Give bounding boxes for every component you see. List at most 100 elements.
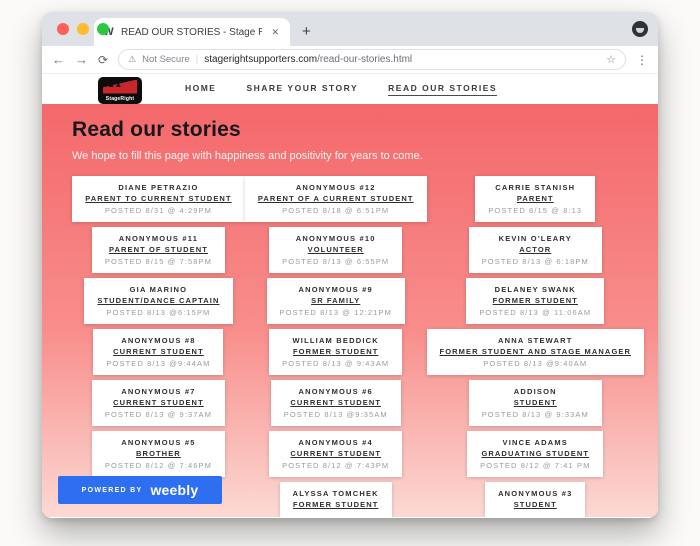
story-card[interactable]: ANONYMOUS #7 CURRENT STUDENT POSTED 8/13… (91, 380, 226, 426)
browser-window: W READ OUR STORIES - Stage R ✕ + ← → ⟳ ⚠… (42, 12, 658, 518)
story-cell: ANONYMOUS #10 VOLUNTEER POSTED 8/13 @ 6:… (245, 227, 427, 278)
nav-item-read-our-stories[interactable]: READ OUR STORIES (388, 83, 498, 96)
weebly-favicon-icon: W (103, 25, 114, 38)
story-role: CURRENT STUDENT (290, 449, 382, 459)
story-posted: POSTED 8/31 @ 4:29PM (104, 205, 212, 215)
story-posted: POSTED 8/13 @ 9:37AM (104, 409, 213, 419)
site-nav: HOME SHARE YOUR STORY READ OUR STORIES (185, 83, 615, 96)
stageright-logo[interactable]: ♟♟ StageRight (98, 76, 142, 104)
story-cell: ANONYMOUS #9 SR FAMILY POSTED 8/13 @ 12:… (245, 278, 427, 329)
story-posted: POSTED 8/18 @ 6:51PM (282, 205, 390, 215)
minimize-window-button[interactable] (77, 23, 89, 35)
story-name: ADDISON (513, 387, 557, 396)
story-name: ANONYMOUS #9 (298, 285, 373, 294)
story-role: GRADUATING STUDENT (481, 449, 590, 459)
story-posted: POSTED 8/13 @ 6:18PM (481, 256, 589, 266)
story-card[interactable]: CARRIE STANISH PARENT POSTED 8/15 @ 8:13 (475, 176, 596, 222)
story-card[interactable]: ANONYMOUS #3 STUDENT (485, 482, 586, 517)
story-posted: POSTED 8/13 @9:40AM (483, 358, 588, 368)
powered-by-weebly-badge[interactable]: POWERED BY weebly (58, 476, 222, 504)
story-cell: VINCE ADAMS GRADUATING STUDENT POSTED 8/… (427, 431, 644, 482)
traffic-lights (57, 23, 109, 35)
story-cell: ANONYMOUS #11 PARENT OF STUDENT POSTED 8… (72, 227, 245, 278)
story-name: ANONYMOUS #3 (498, 489, 573, 498)
browser-menu-icon[interactable]: ⋮ (636, 52, 648, 67)
nav-item-share-your-story[interactable]: SHARE YOUR STORY (246, 82, 359, 93)
profile-avatar[interactable] (632, 21, 648, 37)
story-card[interactable]: ANONYMOUS #6 CURRENT STUDENT POSTED 8/13… (270, 380, 401, 426)
story-role: FORMER STUDENT (293, 500, 379, 510)
story-card[interactable]: ANONYMOUS #4 CURRENT STUDENT POSTED 8/12… (269, 431, 403, 477)
story-name: ANONYMOUS #6 (298, 387, 373, 396)
page-content: ♟♟ StageRight HOME SHARE YOUR STORY READ… (42, 74, 658, 517)
story-card[interactable]: ANONYMOUS #5 BROTHER POSTED 8/12 @ 7:46P… (91, 431, 226, 477)
bookmark-star-icon[interactable]: ☆ (606, 54, 616, 66)
story-cell: ADDISON STUDENT POSTED 8/13 @ 9:33AM (427, 380, 644, 431)
story-card[interactable]: KEVIN O'LEARY ACTOR POSTED 8/13 @ 6:18PM (468, 227, 602, 273)
url-text: stagerightsupporters.com/read-our-storie… (204, 54, 412, 65)
story-card[interactable]: GIA MARINO STUDENT/DANCE CAPTAIN POSTED … (84, 278, 233, 324)
story-posted: POSTED 8/13 @ 11:06AM (479, 307, 592, 317)
url-path: /read-our-stories.html (317, 54, 413, 65)
close-window-button[interactable] (57, 23, 69, 35)
story-posted: POSTED 8/13 @ 9:33AM (481, 409, 589, 419)
story-card[interactable]: VINCE ADAMS GRADUATING STUDENT POSTED 8/… (467, 431, 604, 477)
story-posted: POSTED 8/13 @ 9:43AM (282, 358, 390, 368)
tab-close-icon[interactable]: ✕ (271, 26, 279, 37)
story-card[interactable]: DIANE PETRAZIO PARENT TO CURRENT STUDENT… (72, 176, 245, 222)
weebly-logo: weebly (150, 482, 199, 498)
address-bar[interactable]: ⚠ Not Secure | stagerightsupporters.com/… (118, 49, 626, 70)
new-tab-button[interactable]: + (302, 23, 311, 40)
forward-icon[interactable]: → (75, 52, 88, 67)
story-role: CURRENT STUDENT (290, 398, 382, 408)
story-cell: ALYSSA TOMCHEK FORMER STUDENT (245, 482, 427, 517)
story-card[interactable]: ANONYMOUS #12 PARENT OF A CURRENT STUDEN… (244, 176, 427, 222)
story-name: ALYSSA TOMCHEK (292, 489, 379, 498)
not-secure-warning-icon[interactable]: ⚠ (128, 54, 137, 64)
reload-icon[interactable]: ⟳ (98, 52, 109, 67)
stories-section: Read our stories We hope to fill this pa… (42, 104, 658, 517)
story-posted: POSTED 8/12 @ 7:41 PM (480, 460, 591, 470)
story-cell: ANONYMOUS #7 CURRENT STUDENT POSTED 8/13… (72, 380, 245, 431)
story-card[interactable]: ALYSSA TOMCHEK FORMER STUDENT (279, 482, 392, 517)
nav-item-home[interactable]: HOME (184, 82, 217, 93)
story-name: KEVIN O'LEARY (498, 234, 572, 243)
story-posted: POSTED 8/13 @ 12:21PM (279, 307, 392, 317)
story-name: ANONYMOUS #12 (295, 183, 376, 192)
story-card[interactable]: ANONYMOUS #10 VOLUNTEER POSTED 8/13 @ 6:… (269, 227, 403, 273)
story-role: FORMER STUDENT AND STAGE MANAGER (439, 347, 631, 357)
story-posted: POSTED 8/12 @ 7:46PM (104, 460, 213, 470)
back-icon[interactable]: ← (52, 52, 65, 67)
story-role: BROTHER (136, 449, 181, 459)
site-header: ♟♟ StageRight HOME SHARE YOUR STORY READ… (42, 74, 658, 104)
story-name: ANONYMOUS #10 (295, 234, 376, 243)
story-role: STUDENT/DANCE CAPTAIN (97, 296, 220, 306)
story-card[interactable]: ANONYMOUS #9 SR FAMILY POSTED 8/13 @ 12:… (266, 278, 405, 324)
powered-by-label: POWERED BY (81, 486, 143, 494)
story-card[interactable]: ANONYMOUS #11 PARENT OF STUDENT POSTED 8… (91, 227, 226, 273)
story-card[interactable]: WILLIAM BEDDICK FORMER STUDENT POSTED 8/… (269, 329, 403, 375)
logo-wordmark: StageRight (105, 95, 135, 102)
story-posted: POSTED 8/13 @6:15PM (106, 307, 211, 317)
page-subtitle: We hope to fill this page with happiness… (72, 150, 423, 162)
story-role: VOLUNTEER (307, 245, 364, 255)
story-cell: KEVIN O'LEARY ACTOR POSTED 8/13 @ 6:18PM (427, 227, 644, 278)
story-name: DELANEY SWANK (494, 285, 576, 294)
url-separator: | (195, 54, 199, 65)
story-role: PARENT TO CURRENT STUDENT (85, 194, 232, 204)
story-name: DIANE PETRAZIO (118, 183, 199, 192)
story-role: FORMER STUDENT (492, 296, 578, 306)
zoom-window-button[interactable] (97, 23, 109, 35)
story-role: ACTOR (519, 245, 552, 255)
story-cell: ANONYMOUS #6 CURRENT STUDENT POSTED 8/13… (245, 380, 427, 431)
story-card[interactable]: ANONYMOUS #8 CURRENT STUDENT POSTED 8/13… (93, 329, 224, 375)
story-card[interactable]: DELANEY SWANK FORMER STUDENT POSTED 8/13… (466, 278, 605, 324)
url-host: stagerightsupporters.com (204, 54, 318, 65)
story-posted: POSTED 8/13 @9:44AM (106, 358, 211, 368)
story-role: CURRENT STUDENT (113, 347, 204, 357)
story-role: FORMER STUDENT (293, 347, 379, 357)
stories-grid: DIANE PETRAZIO PARENT TO CURRENT STUDENT… (72, 176, 644, 517)
story-card[interactable]: ADDISON STUDENT POSTED 8/13 @ 9:33AM (468, 380, 602, 426)
browser-tab[interactable]: W READ OUR STORIES - Stage R ✕ (94, 18, 290, 46)
story-card[interactable]: ANNA STEWART FORMER STUDENT AND STAGE MA… (426, 329, 644, 375)
